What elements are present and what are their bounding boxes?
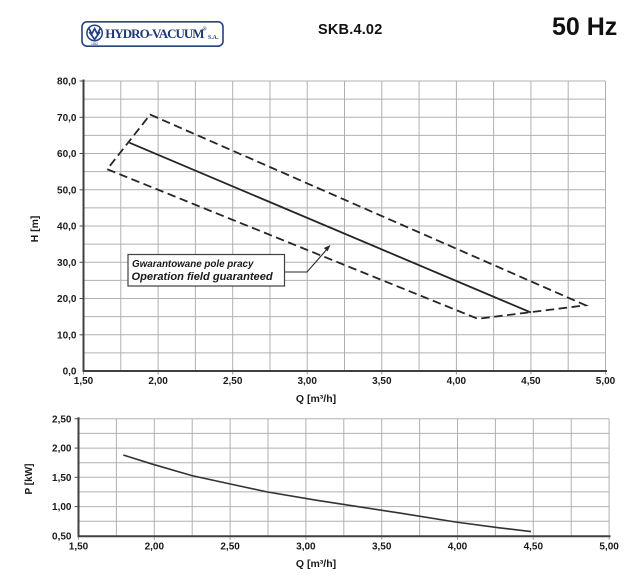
- svg-text:50,0: 50,0: [57, 185, 77, 196]
- svg-text:2,50: 2,50: [223, 376, 243, 387]
- svg-text:20,0: 20,0: [57, 294, 77, 305]
- svg-text:1,50: 1,50: [74, 376, 94, 387]
- svg-text:4,00: 4,00: [448, 542, 468, 553]
- svg-text:2,00: 2,00: [145, 542, 165, 553]
- svg-text:1862: 1862: [91, 42, 98, 46]
- svg-text:30,0: 30,0: [57, 258, 77, 269]
- svg-text:2,00: 2,00: [148, 376, 168, 387]
- svg-text:50 Hz: 50 Hz: [552, 13, 617, 41]
- svg-text:Q [m³/h]: Q [m³/h]: [296, 393, 336, 405]
- svg-text:3,50: 3,50: [372, 376, 392, 387]
- svg-text:5,00: 5,00: [596, 376, 616, 387]
- svg-text:3,50: 3,50: [372, 542, 392, 553]
- svg-text:2,50: 2,50: [220, 542, 240, 553]
- svg-text:P [kW]: P [kW]: [24, 464, 35, 495]
- svg-text:SKB.4.02: SKB.4.02: [318, 22, 382, 38]
- svg-text:4,00: 4,00: [447, 376, 467, 387]
- svg-text:80,0: 80,0: [57, 77, 77, 88]
- svg-text:4,50: 4,50: [524, 542, 544, 553]
- svg-text:2,00: 2,00: [52, 444, 72, 455]
- svg-text:3,00: 3,00: [297, 376, 317, 387]
- svg-text:1,50: 1,50: [69, 542, 89, 553]
- svg-text:0,50: 0,50: [52, 531, 72, 542]
- svg-text:H [m]: H [m]: [29, 216, 41, 243]
- svg-text:3,00: 3,00: [296, 542, 316, 553]
- svg-text:10,0: 10,0: [57, 330, 77, 341]
- svg-text:70,0: 70,0: [57, 113, 77, 124]
- svg-text:Gwarantowane pole pracy: Gwarantowane pole pracy: [132, 259, 254, 270]
- svg-text:Q [m³/h]: Q [m³/h]: [296, 558, 336, 570]
- svg-text:2,50: 2,50: [52, 414, 72, 425]
- svg-text:HYDRO-VACUUM: HYDRO-VACUUM: [105, 26, 204, 41]
- svg-text:1,50: 1,50: [52, 473, 72, 484]
- svg-text:5,00: 5,00: [599, 542, 619, 553]
- svg-text:1,00: 1,00: [52, 502, 72, 513]
- svg-text:®: ®: [203, 26, 207, 33]
- svg-text:4,50: 4,50: [521, 376, 541, 387]
- svg-text:S.A.: S.A.: [208, 35, 219, 41]
- svg-text:0,0: 0,0: [63, 367, 77, 378]
- svg-text:Operation field guaranteed: Operation field guaranteed: [132, 271, 273, 283]
- svg-text:40,0: 40,0: [57, 222, 77, 233]
- svg-text:60,0: 60,0: [57, 149, 77, 160]
